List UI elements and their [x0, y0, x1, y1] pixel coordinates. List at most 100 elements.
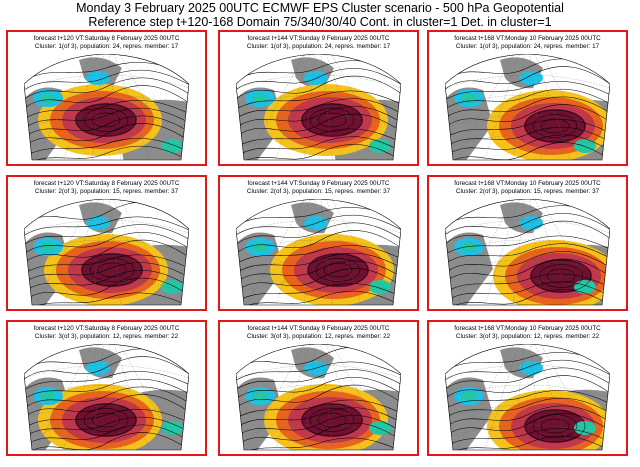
anomaly-negative-north: [86, 216, 110, 230]
geopotential-contour: [445, 251, 610, 277]
geopotential-contour: [89, 258, 135, 282]
latitude-line: [24, 134, 189, 149]
geopotential-map: [445, 344, 610, 451]
geopotential-contour: [445, 405, 610, 432]
geopotential-contour: [24, 123, 189, 151]
geopotential-contour: [445, 375, 610, 403]
latitude-line: [24, 279, 189, 294]
latitude-line: [445, 279, 610, 294]
geopotential-contour: [236, 68, 401, 94]
panel-cluster-label: Cluster: 1(of 3), population: 24, repres…: [455, 43, 600, 50]
geopotential-contour: [236, 399, 401, 422]
geopotential-contour: [538, 264, 584, 288]
geopotential-contour: [315, 258, 361, 282]
latitude-line: [236, 239, 401, 254]
latitude-line: [236, 279, 401, 294]
longitude-line: [105, 199, 180, 305]
geopotential-contour: [236, 437, 401, 450]
longitude-line: [105, 199, 151, 305]
longitude-line: [454, 344, 528, 450]
longitude-line: [105, 54, 151, 160]
longitude-line: [526, 199, 543, 305]
anomaly-strong-positive: [75, 403, 137, 437]
anomaly-slight-negative-west: [252, 93, 268, 103]
map-border: [236, 54, 401, 161]
anomaly-slight-negative-west: [40, 242, 56, 252]
geopotential-contour: [97, 262, 127, 278]
anomaly-slight-negative-west: [252, 391, 268, 401]
anomaly-slight-negative-west: [252, 242, 268, 252]
panel-forecast-label: forecast t+168 VT:Monday 10 February 202…: [454, 180, 601, 187]
geopotential-contour: [236, 361, 401, 384]
latitude-line: [236, 364, 401, 379]
latitude-line: [236, 424, 401, 439]
panel-cluster-label: Cluster: 1(of 3), population: 24, repres…: [34, 43, 179, 50]
latitude-line: [236, 219, 401, 234]
longitude-line: [512, 54, 528, 160]
map-border: [24, 54, 189, 161]
forecast-panel: forecast t+168 VT:Monday 10 February 202…: [427, 175, 628, 311]
latitude-line: [445, 259, 610, 274]
geopotential-contour: [24, 239, 189, 268]
longitude-line: [526, 54, 543, 160]
longitude-line: [483, 344, 528, 450]
geopotential-contour: [236, 283, 401, 305]
geopotential-contour: [445, 142, 610, 160]
geopotential-contour: [445, 273, 610, 296]
anomaly-strong-positive: [301, 103, 363, 137]
geopotential-contour: [445, 88, 610, 113]
geopotential-contour: [445, 96, 610, 123]
longitude-line: [105, 54, 122, 160]
panel-forecast-label: forecast t+144 VT:Sunday 9 February 2025…: [247, 325, 390, 332]
anomaly-strong-positive: [524, 109, 586, 143]
geopotential-contour: [524, 409, 586, 443]
geopotential-contour: [24, 371, 189, 394]
geopotential-map: [445, 199, 610, 306]
geopotential-contour: [24, 145, 189, 160]
geopotential-contour: [546, 268, 576, 284]
panel-forecast-label: forecast t+168 VT:Monday 10 February 202…: [454, 35, 601, 42]
geopotential-map: [236, 344, 401, 451]
panel-cluster-label: Cluster: 2(of 3), population: 15, repres…: [455, 188, 600, 195]
latitude-line: [445, 364, 610, 379]
longitude-line: [33, 199, 107, 305]
anomaly-slight-negative-east: [369, 280, 391, 294]
geopotential-contour: [445, 428, 610, 450]
longitude-line: [317, 344, 392, 450]
map-border: [445, 199, 610, 306]
longitude-line: [105, 54, 180, 160]
geopotential-contour: [445, 243, 610, 268]
longitude-line: [303, 344, 319, 450]
geopotential-contour: [24, 254, 189, 277]
geopotential-contour: [24, 69, 189, 94]
land-north-america: [445, 87, 493, 160]
longitude-line: [245, 54, 319, 160]
map-border: [445, 344, 610, 451]
geopotential-contour: [445, 235, 610, 258]
geopotential-contour: [445, 435, 610, 450]
figure-subtitle: Reference step t+120-168 Domain 75/340/3…: [88, 15, 552, 29]
geopotential-contour: [24, 277, 189, 305]
longitude-line: [454, 54, 528, 160]
anomaly-slight-negative-west: [40, 93, 56, 103]
geopotential-contour: [309, 108, 355, 132]
geopotential-map: [24, 344, 189, 451]
map-border: [24, 199, 189, 306]
geopotential-contour: [24, 356, 189, 384]
latitude-line: [445, 94, 610, 109]
geopotential-contour: [236, 245, 401, 268]
geopotential-contour: [445, 119, 610, 142]
longitude-line: [62, 199, 107, 305]
longitude-line: [526, 344, 543, 450]
geopotential-contour: [24, 100, 189, 123]
latitude-line: [445, 134, 610, 149]
map-border: [236, 344, 401, 451]
geopotential-contour: [24, 224, 189, 249]
geopotential-contour: [532, 114, 578, 138]
longitude-line: [91, 199, 107, 305]
latitude-line: [24, 94, 189, 109]
geopotential-contour: [236, 377, 401, 403]
geopotential-contour: [445, 390, 610, 413]
geopotential-contour: [309, 408, 355, 432]
geopotential-contour: [83, 408, 129, 432]
